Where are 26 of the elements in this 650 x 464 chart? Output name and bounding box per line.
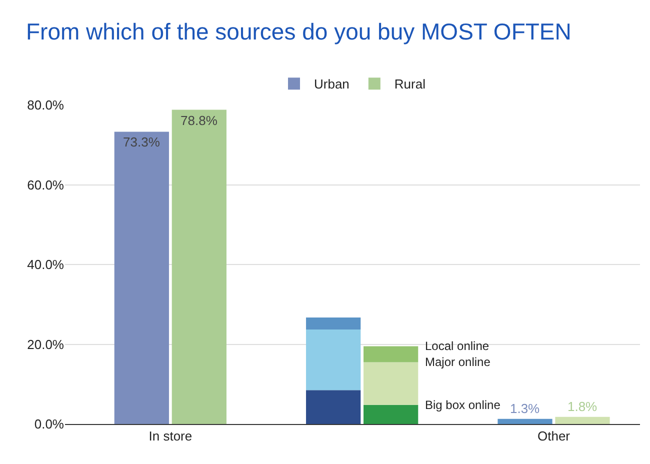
bar xyxy=(364,362,418,405)
series-label: Local online xyxy=(425,339,490,353)
y-tick-label: 80.0% xyxy=(27,98,64,113)
series-label: Big box online xyxy=(425,398,501,412)
chart-title: From which of the sources do you buy MOST OFTEN xyxy=(26,18,572,44)
bar xyxy=(364,346,418,362)
y-tick-label: 40.0% xyxy=(27,257,64,272)
y-tick-label: 60.0% xyxy=(27,177,64,192)
bar xyxy=(306,318,361,330)
data-label: 1.8% xyxy=(567,398,598,414)
bar xyxy=(498,418,552,424)
data-label: 78.8% xyxy=(180,112,218,128)
y-tick-label: 20.0% xyxy=(27,336,64,352)
legend-label: Urban xyxy=(314,76,350,92)
x-tick-label: Other xyxy=(537,428,571,444)
y-tick-label: 0.0% xyxy=(34,416,64,432)
bar xyxy=(172,110,226,424)
data-label: 73.3% xyxy=(123,134,160,150)
data-label: 1.3% xyxy=(510,400,540,416)
bar xyxy=(114,132,169,424)
legend-label: Rural xyxy=(394,76,426,92)
bar xyxy=(364,404,418,424)
bar xyxy=(306,330,361,390)
series-label: Major online xyxy=(425,355,491,369)
x-tick-label: In store xyxy=(148,428,192,444)
bar xyxy=(306,390,361,424)
